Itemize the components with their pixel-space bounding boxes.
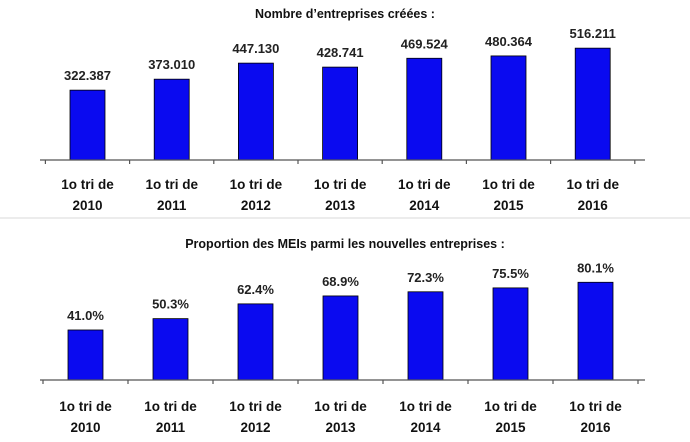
bar-2: [153, 78, 190, 161]
x-tick-label-line1: 1o tri de: [566, 177, 619, 192]
x-tick-label-line1: 1o tri de: [61, 177, 114, 192]
bar-7: [574, 47, 611, 161]
data-label-6: 480.364: [485, 34, 533, 49]
data-label-4: 68.9%: [322, 274, 359, 289]
chart-entreprises-creees: Nombre d’entreprises créées : 322.387 1o t…: [40, 7, 645, 213]
data-label-5: 469.524: [401, 36, 449, 51]
x-tick-label-line1: 1o tri de: [144, 399, 197, 414]
bar-6: [492, 287, 529, 381]
bar-7: [577, 281, 614, 381]
data-label-2: 373.010: [148, 57, 195, 72]
bar-3: [237, 303, 274, 381]
bar-6: [490, 55, 527, 161]
data-label-3: 447.130: [232, 41, 279, 56]
data-label-7: 516.211: [570, 26, 616, 41]
x-tick-label-line1: 1o tri de: [482, 177, 535, 192]
x-tick-label-line2: 2012: [241, 198, 271, 213]
x-tick-label-line1: 1o tri de: [314, 177, 367, 192]
x-tick-label-line2: 2010: [72, 198, 102, 213]
data-label-4: 428.741: [317, 45, 364, 60]
data-label-6: 75.5%: [492, 266, 529, 281]
x-tick-label-line2: 2013: [325, 198, 356, 213]
bar-3: [237, 62, 274, 161]
bar-5: [407, 291, 444, 381]
chart-title: Nombre d’entreprises créées :: [255, 7, 435, 21]
data-label-1: 322.387: [64, 68, 111, 83]
x-tick-label-line1: 1o tri de: [229, 399, 282, 414]
x-tick-label-line1: 1o tri de: [314, 399, 367, 414]
chart-title: Proportion des MEIs parmi les nouvelles …: [185, 237, 505, 251]
data-label-1: 41.0%: [67, 308, 104, 323]
x-tick-label-line1: 1o tri de: [230, 177, 283, 192]
data-label-2: 50.3%: [152, 297, 189, 312]
x-tick-label-line2: 2014: [409, 198, 440, 213]
bar-4: [322, 295, 359, 381]
x-tick-label-line2: 2011: [156, 420, 186, 435]
bar-2: [152, 318, 189, 381]
x-tick-label-line1: 1o tri de: [399, 399, 452, 414]
x-tick-label-line2: 2011: [157, 198, 187, 213]
x-tick-label-line1: 1o tri de: [398, 177, 451, 192]
chart-proportion-meis: Proportion des MEIs parmi les nouvelles …: [40, 237, 645, 435]
x-tick-label-line2: 2015: [493, 198, 524, 213]
x-tick-label-line2: 2016: [580, 420, 611, 435]
x-tick-label-line2: 2016: [578, 198, 609, 213]
bar-1: [67, 329, 104, 381]
x-tick-label-line2: 2010: [70, 420, 100, 435]
x-tick-label-line1: 1o tri de: [59, 399, 112, 414]
x-tick-label-line2: 2013: [325, 420, 356, 435]
x-tick-label-line1: 1o tri de: [484, 399, 537, 414]
data-label-7: 80.1%: [577, 260, 614, 275]
x-tick-label-line1: 1o tri de: [145, 177, 198, 192]
x-tick-label-line2: 2014: [410, 420, 441, 435]
bar-4: [322, 66, 359, 161]
x-tick-label-line1: 1o tri de: [569, 399, 622, 414]
x-tick-label-line2: 2012: [240, 420, 270, 435]
bar-5: [406, 57, 443, 161]
data-label-3: 62.4%: [237, 282, 274, 297]
bar-1: [69, 89, 106, 161]
x-tick-label-line2: 2015: [495, 420, 526, 435]
data-label-5: 72.3%: [407, 270, 444, 285]
